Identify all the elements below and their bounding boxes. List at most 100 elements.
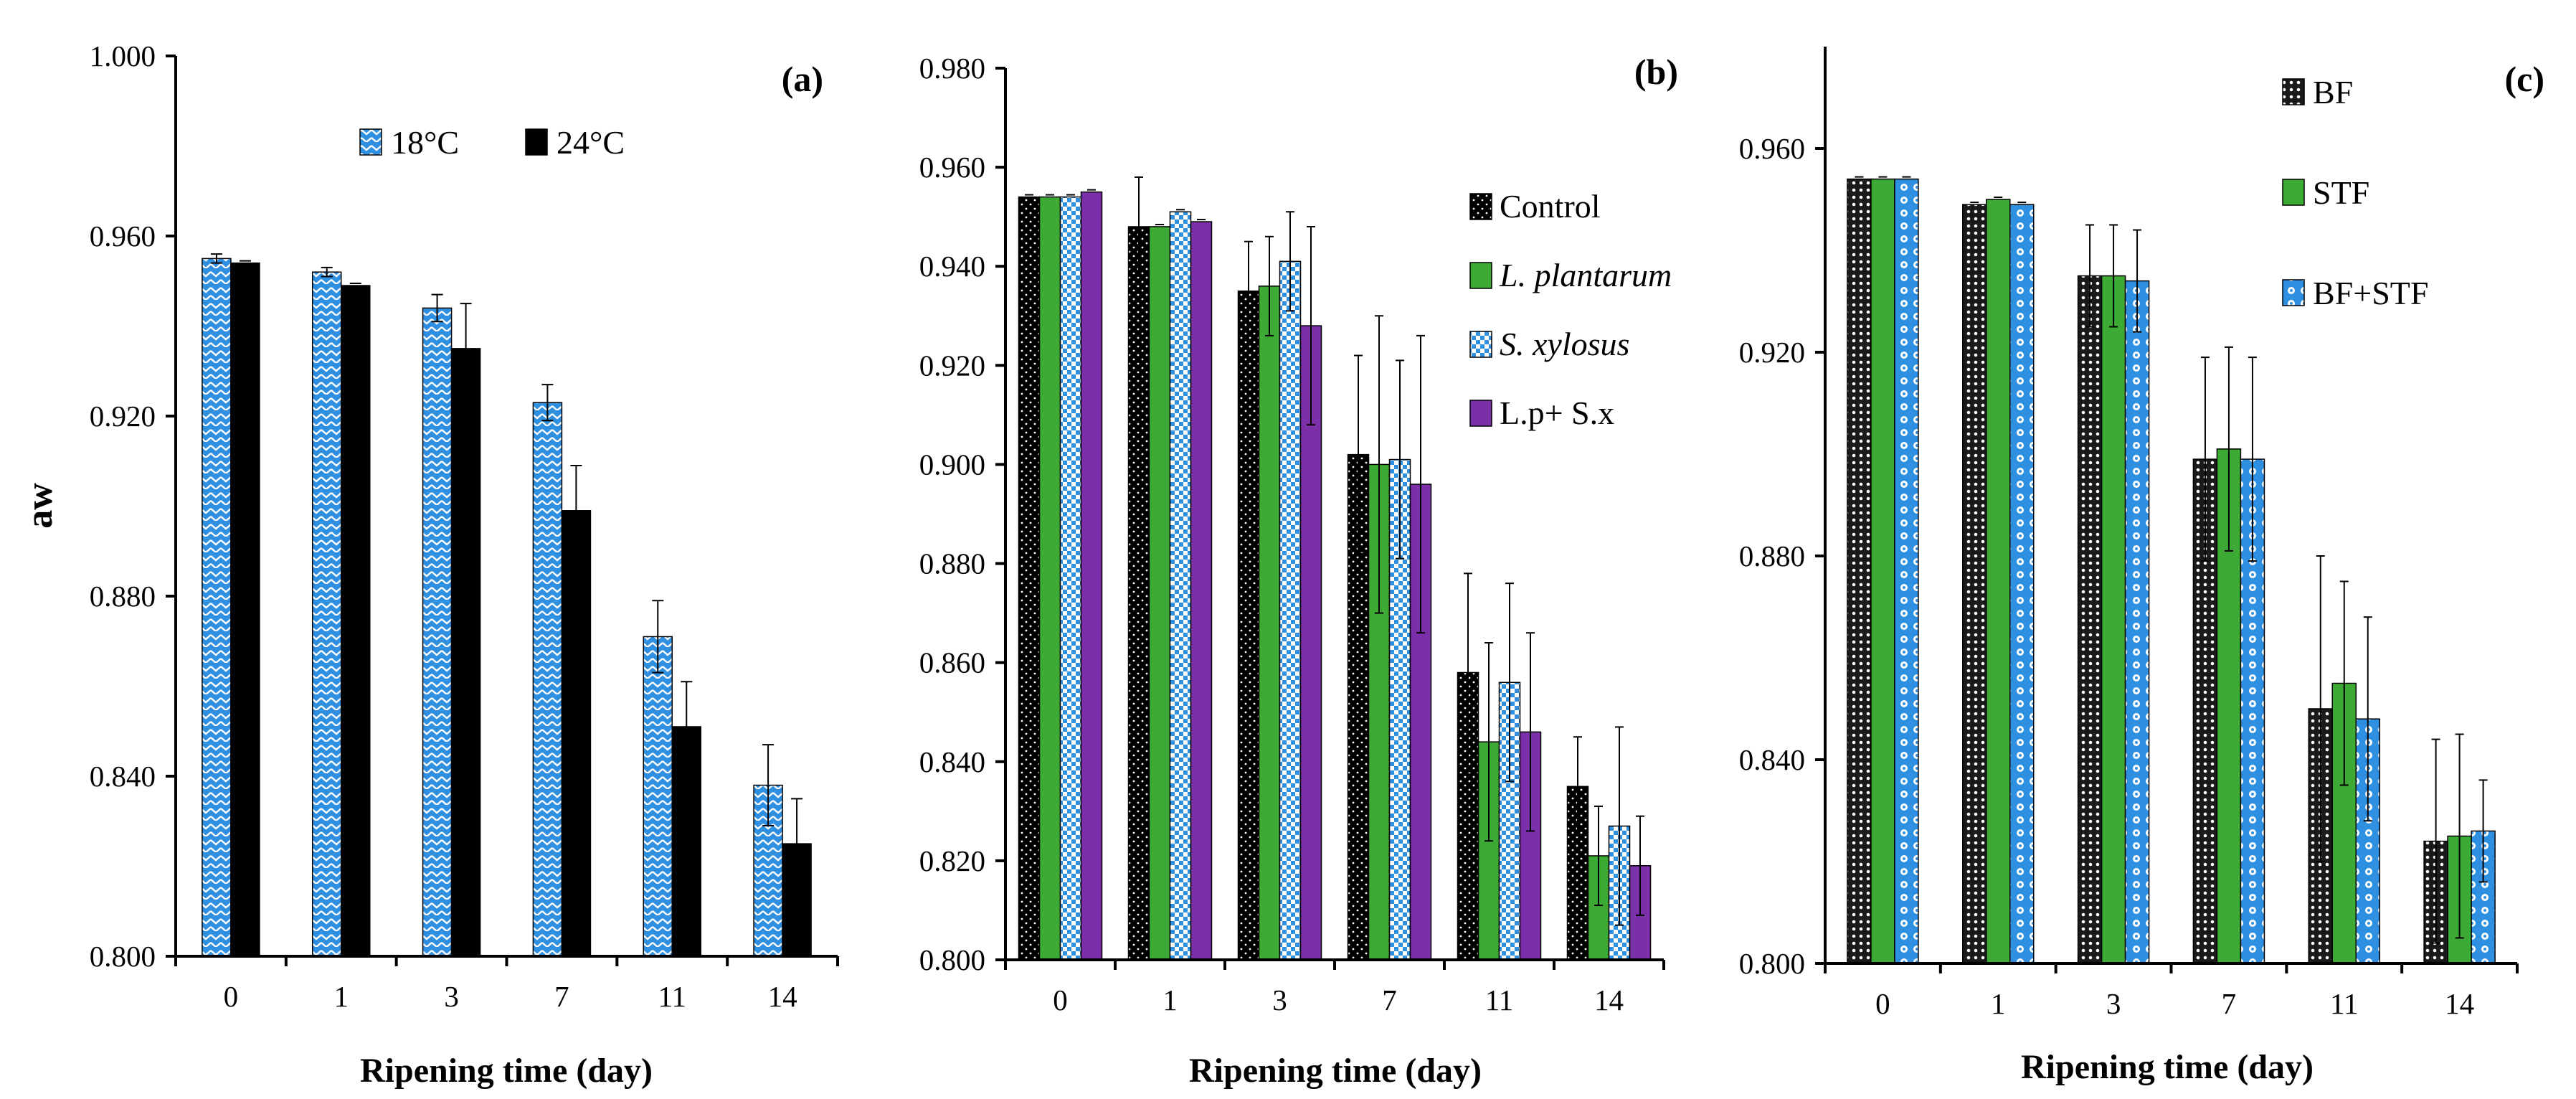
panel-b-yticks: 0.800 0.820 0.840 0.860 0.880 0.900 0.920 0.940… — [919, 52, 1005, 976]
y-tick-label: 0.840 — [919, 745, 985, 778]
bar — [2124, 280, 2150, 964]
bar — [341, 285, 371, 957]
x-tick-label: 1 — [1991, 987, 2006, 1020]
legend-swatch-stf — [2282, 179, 2305, 206]
y-tick-label: 0.840 — [90, 760, 156, 793]
bar — [1894, 178, 1919, 964]
legend-label-bf-stf: BF+STF — [2313, 275, 2428, 311]
panel-b: 0.800 0.820 0.840 0.860 0.880 0.900 0.920 0.940… — [919, 52, 1678, 1090]
panel-a-yticks: 0.800 0.840 0.880 0.920 0.960 1.000 — [90, 39, 176, 973]
legend-swatch-lp-sx — [1469, 400, 1492, 427]
x-tick-label: 14 — [1594, 984, 1624, 1017]
y-tick-label: 0.900 — [919, 448, 985, 481]
x-tick-label: 1 — [1162, 984, 1178, 1017]
bar — [1190, 221, 1213, 961]
panel-b-label: (b) — [1634, 52, 1678, 92]
y-tick-label: 0.980 — [919, 52, 985, 85]
bar — [450, 348, 481, 957]
y-tick-label: 0.800 — [90, 940, 156, 973]
x-tick-label: 11 — [2330, 987, 2358, 1020]
x-tick-label: 7 — [1382, 984, 1397, 1017]
legend-swatch-bf — [2282, 78, 2305, 105]
bar — [312, 271, 342, 957]
bar — [1870, 178, 1895, 964]
panel-a-bars — [202, 253, 812, 957]
y-tick-label: 0.920 — [919, 349, 985, 382]
panel-c: 0.800 0.840 0.880 0.920 0.960 0 1 3 7 11 14 Ripen… — [1739, 47, 2544, 1086]
legend-swatch-l-plantarum — [1469, 262, 1492, 289]
bar — [1059, 196, 1082, 961]
y-tick-label: 0.880 — [1739, 539, 1805, 572]
bar — [1299, 325, 1322, 961]
panel-b-legend: Control L. plantarum S. xylosus L.p+ S.x — [1469, 188, 1672, 431]
bar — [1169, 211, 1192, 961]
panel-c-xticks: 0 1 3 7 11 14 — [1824, 963, 2519, 1020]
panel-a-legend: 18°C 24°C — [359, 124, 625, 161]
panel-c-axes — [1824, 47, 2517, 965]
panel-a-axes — [174, 56, 838, 958]
x-tick-label: 3 — [444, 980, 459, 1013]
y-tick-label: 0.960 — [1739, 132, 1805, 165]
y-tick-label: 0.800 — [919, 943, 985, 976]
bar — [1986, 199, 2011, 964]
legend-label-stf: STF — [2313, 174, 2369, 211]
panel-a-ylabel: aw — [19, 483, 60, 529]
bar — [1962, 204, 1987, 964]
y-tick-label: 0.840 — [1739, 743, 1805, 776]
x-tick-label: 14 — [2445, 987, 2474, 1020]
y-tick-label: 0.920 — [1739, 336, 1805, 369]
legend-label-bf: BF — [2313, 74, 2353, 110]
panel-b-xlabel: Ripening time (day) — [1189, 1052, 1482, 1090]
panel-c-legend: BF STF BF+STF — [2282, 74, 2428, 311]
bar — [561, 510, 592, 957]
y-tick-label: 0.960 — [919, 151, 985, 184]
x-tick-label: 7 — [554, 980, 569, 1013]
x-tick-label: 11 — [658, 980, 686, 1013]
y-tick-label: 0.960 — [90, 220, 156, 253]
legend-label-s-xylosus: S. xylosus — [1500, 326, 1629, 362]
x-tick-label: 0 — [1053, 984, 1068, 1017]
x-tick-label: 3 — [2106, 987, 2121, 1020]
legend-label-24c: 24°C — [557, 124, 625, 161]
legend-swatch-24c — [525, 128, 548, 156]
panel-b-bars — [1018, 176, 1652, 961]
bar — [1847, 178, 1872, 964]
legend-label-lp-sx: L.p+ S.x — [1500, 395, 1614, 431]
x-tick-label: 7 — [2222, 987, 2237, 1020]
bar — [532, 402, 563, 957]
y-tick-label: 0.860 — [919, 646, 985, 679]
bar — [2009, 204, 2035, 964]
y-tick-label: 0.880 — [90, 580, 156, 613]
bar — [1279, 260, 1302, 961]
bar — [202, 258, 232, 957]
bar — [2077, 275, 2103, 964]
panel-c-label: (c) — [2505, 59, 2545, 99]
panel-a-xlabel: Ripening time (day) — [360, 1052, 653, 1090]
legend-label-l-plantarum: L. plantarum — [1499, 257, 1672, 293]
panel-b-xticks: 0 1 3 7 11 14 — [1004, 960, 1665, 1017]
legend-swatch-s-xylosus — [1469, 331, 1492, 358]
bar — [1018, 196, 1041, 961]
bar — [2101, 275, 2126, 964]
legend-swatch-control — [1469, 193, 1492, 220]
y-tick-label: 1.000 — [90, 39, 156, 72]
legend-label-18c: 18°C — [391, 124, 459, 161]
bar — [1258, 286, 1281, 961]
x-tick-label: 11 — [1485, 984, 1513, 1017]
legend-label-control: Control — [1500, 188, 1601, 225]
bar — [1080, 191, 1103, 961]
bar — [422, 307, 453, 957]
panel-c-yticks: 0.800 0.840 0.880 0.920 0.960 — [1739, 132, 1825, 980]
x-tick-label: 3 — [1272, 984, 1287, 1017]
y-tick-label: 0.940 — [919, 250, 985, 283]
bar — [1038, 196, 1061, 961]
bar — [1148, 226, 1171, 961]
bar — [1237, 291, 1260, 961]
x-tick-label: 0 — [224, 980, 239, 1013]
y-tick-label: 0.800 — [1739, 947, 1805, 980]
bar — [2240, 458, 2265, 964]
panel-a-label: (a) — [782, 59, 823, 99]
x-tick-label: 1 — [334, 980, 349, 1013]
